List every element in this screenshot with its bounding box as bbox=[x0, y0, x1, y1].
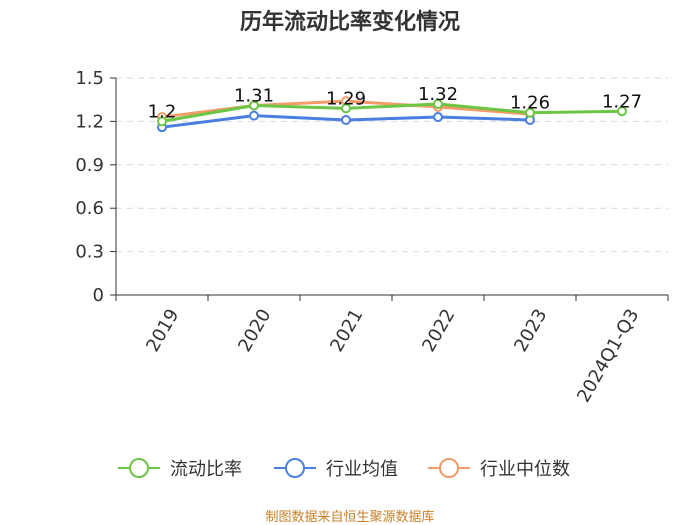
data-labels: 1.2 1.31 1.29 1.32 1.26 1.27 bbox=[148, 84, 642, 122]
y-tick-label: 0.6 bbox=[75, 198, 104, 219]
y-tick-label: 0.3 bbox=[75, 242, 104, 263]
x-tick-label: 2021 bbox=[326, 305, 367, 355]
data-label: 1.31 bbox=[234, 85, 274, 106]
data-point bbox=[157, 116, 167, 127]
y-tick-label: 1.2 bbox=[75, 111, 104, 132]
data-label: 1.29 bbox=[326, 88, 366, 109]
x-tick-label: 2022 bbox=[418, 305, 459, 355]
legend-label: 流动比率 bbox=[170, 459, 242, 480]
legend-marker bbox=[129, 458, 149, 478]
data-point bbox=[433, 112, 443, 123]
chart-title: 历年流动比率变化情况 bbox=[240, 9, 460, 35]
x-tick-label: 2023 bbox=[510, 305, 551, 355]
legend-marker bbox=[285, 458, 305, 478]
series-lines bbox=[157, 96, 627, 133]
data-label: 1.32 bbox=[418, 84, 458, 105]
data-label: 1.26 bbox=[510, 93, 550, 114]
legend-label: 行业均值 bbox=[326, 459, 398, 480]
data-point bbox=[249, 110, 259, 121]
source-note: 制图数据来自恒生聚源数据库 bbox=[265, 509, 434, 525]
data-point bbox=[249, 100, 259, 111]
series-line bbox=[161, 102, 623, 123]
y-tick-label: 1.5 bbox=[75, 68, 104, 89]
data-point bbox=[525, 107, 535, 118]
legend: 流动比率 行业均值 行业中位数 bbox=[118, 458, 570, 480]
legend-label: 行业中位数 bbox=[480, 459, 570, 480]
data-point bbox=[433, 99, 443, 110]
data-point bbox=[341, 114, 351, 125]
x-tick-label: 2024Q1-Q3 bbox=[573, 305, 643, 406]
y-tick-label: 0 bbox=[93, 285, 104, 306]
data-label: 1.2 bbox=[148, 101, 177, 122]
data-label: 1.27 bbox=[602, 91, 642, 112]
legend-marker bbox=[439, 458, 459, 478]
x-tick-label: 2019 bbox=[142, 305, 183, 355]
data-point bbox=[341, 103, 351, 114]
data-point bbox=[617, 106, 627, 117]
y-tick-label: 0.9 bbox=[75, 155, 104, 176]
x-tick-label: 2020 bbox=[234, 305, 275, 355]
